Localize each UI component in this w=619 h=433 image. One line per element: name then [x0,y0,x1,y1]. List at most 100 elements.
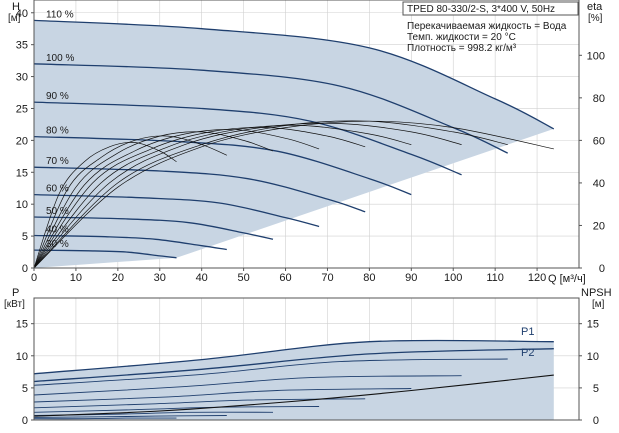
power-curve-1 [33,339,554,375]
x-tick-label: 70 [321,272,333,284]
power-curve-3 [33,358,508,386]
eta-curve-5 [33,127,366,269]
head-curve-3 [33,101,462,176]
x-tick-label: 0 [31,272,37,284]
eta-curve-9 [33,142,177,269]
model-title: TPED 80-330/2-S, 3*400 V, 50Hz [407,4,555,15]
h-axis-label: H [12,1,20,13]
power-curve-9 [33,415,227,418]
p-axis-ticks: 0 5 10 15 [16,319,34,427]
y-tick-label: 35 [16,40,28,52]
head-curve-5 [33,166,366,213]
q-axis-label: Q [м³/ч] [548,273,586,285]
x-tick-label: 90 [405,272,417,284]
h-axis-unit: [м] [8,13,21,24]
y-tick-label: 20 [16,135,28,147]
npsh-axis-unit: [м] [592,299,605,310]
npsh-axis-label: NPSH [581,287,612,299]
speed-label-4: 80 % [46,126,69,137]
npsh-tick-label: 5 [593,383,599,395]
y-tick-label: 30 [16,72,28,84]
npsh-curve [33,374,554,417]
power-range-area [34,340,554,420]
speed-label-6: 60 % [46,184,69,195]
model-box [402,1,579,16]
x-tick-label: 80 [363,272,375,284]
power-curves [33,339,554,420]
head-curves [33,19,555,259]
head-curve-7 [33,216,274,240]
speed-label-1: 110 % [46,9,74,20]
speed-label-3: 90 % [46,91,69,102]
liquid-info: Перекачиваемая жидкость = Вода [407,21,567,32]
y2-tick-label: 40 [593,178,605,190]
temperature-info: Темп. жидкости = 20 °C [407,32,516,43]
eta-axis-unit: [%] [588,13,603,24]
y-tick-label: 25 [16,103,28,115]
y-tick-label: 5 [22,231,28,243]
power-curve-5 [33,388,412,403]
speed-label-8: 40 % [46,224,69,235]
h-axis-ticks: 0 5 10 15 20 25 30 35 40 [16,8,34,275]
x-tick-label: 20 [112,272,124,284]
speed-label-2: 100 % [46,53,74,64]
y2-tick-label: 60 [593,135,605,147]
eta-axis-ticks: 0 20 40 60 80 100 [579,50,605,275]
y-tick-label: 0 [22,263,28,275]
top-plot-frame [33,0,580,269]
eta-curve-8 [33,135,227,269]
eta-curve-2 [33,120,508,269]
speed-labels: 110 % 100 % 90 % 80 % 70 % 60 % 50 % 40 % 30 % [46,9,74,250]
npsh-curves [33,374,554,417]
eta-curve-3 [33,122,462,269]
p-axis-label: P [12,287,19,299]
x-tick-label: 60 [279,272,291,284]
efficiency-curves [33,120,554,269]
head-curve-9 [33,249,177,259]
y2-tick-label: 100 [587,50,605,62]
speed-label-5: 70 % [46,156,69,167]
head-curve-2 [33,63,508,154]
p1-label: P1 [521,326,534,338]
power-curve-10 [33,417,177,420]
npsh-tick-label: 0 [593,415,599,427]
y-tick-label: 10 [16,199,28,211]
head-curve-1 [33,19,555,130]
npsh-tick-label: 10 [587,351,599,363]
x-tick-label: 120 [528,272,546,284]
density-info: Плотность = 998.2 кг/м³ [407,43,517,54]
speed-label-9: 30 % [46,239,69,250]
eta-curve-6 [33,129,320,269]
head-efficiency-chart: 110 % 100 % 90 % 80 % 70 % 60 % 50 % 40 % 30 % 0… [8,0,605,285]
eta-curve-4 [33,124,412,269]
p-tick-label: 15 [16,319,28,331]
p-tick-label: 5 [22,383,28,395]
y-tick-label: 40 [16,8,28,20]
speed-label-7: 50 % [46,206,69,217]
eta-axis-label: eta [587,1,603,13]
power-curve-4 [33,375,462,396]
p-axis-unit: [кВт] [4,299,25,310]
p2-label: P2 [521,347,534,359]
operating-range-area [34,20,554,269]
npsh-tick-label: 15 [587,319,599,331]
power-curve-7 [33,406,320,413]
y2-tick-label: 20 [593,220,605,232]
y2-tick-label: 80 [593,93,605,105]
bottom-plot-frame [33,297,580,421]
head-curve-4 [33,135,412,196]
p-tick-label: 10 [16,351,28,363]
x-tick-label: 30 [154,272,166,284]
y-tick-label: 15 [16,167,28,179]
x-tick-label: 50 [237,272,249,284]
x-tick-label: 40 [196,272,208,284]
q-axis-ticks: 0 10 20 30 40 50 60 70 80 90 100 110 120 [31,268,546,284]
npsh-axis-ticks: 0 5 10 15 [579,319,599,427]
y2-tick-label: 0 [599,263,605,275]
power-curve-2 [33,348,554,383]
eta-curve-1 [33,120,554,269]
x-tick-label: 10 [70,272,82,284]
x-tick-label: 110 [486,272,504,284]
head-curve-8 [33,234,227,251]
